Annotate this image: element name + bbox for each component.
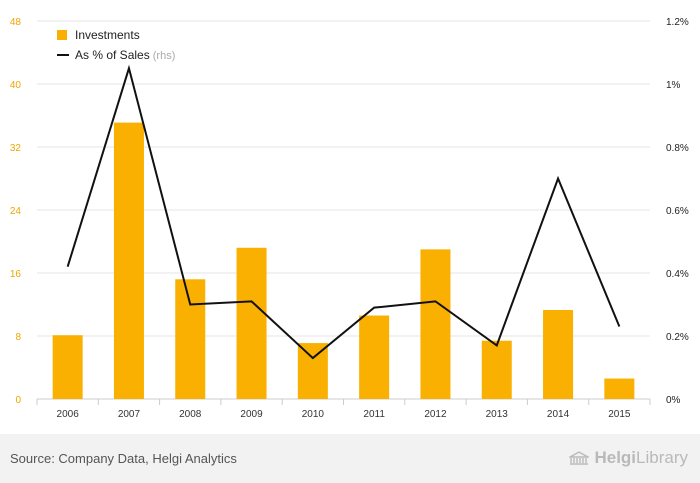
- bar: [175, 279, 206, 399]
- right-tick-label: 0.2%: [666, 332, 689, 343]
- bar: [236, 247, 267, 399]
- line-series-pct-sales: [66, 64, 621, 360]
- left-tick-label: 48: [10, 17, 22, 28]
- legend-label-investments: Investments: [75, 28, 140, 42]
- x-tick-label: 2008: [179, 409, 202, 420]
- series-line: [66, 64, 621, 360]
- brand-name-helgi: Helgi: [594, 448, 637, 467]
- right-tick-label: 1%: [666, 80, 681, 91]
- legend-swatch-investments: [57, 30, 67, 40]
- brand-logo: Helgi Library: [569, 448, 688, 468]
- library-building-icon: [569, 451, 590, 465]
- bar: [52, 335, 83, 399]
- left-tick-label: 0: [15, 395, 21, 406]
- left-tick-label: 8: [15, 332, 21, 343]
- bar: [481, 340, 512, 399]
- right-tick-label: 0.6%: [666, 206, 689, 217]
- chart: 0 8 16 24 32 40 48 0% 0.2% 0.4% 0.6% 0.8% 1% 1.2% 20…: [10, 17, 689, 420]
- bar: [113, 122, 144, 400]
- bar: [604, 378, 635, 399]
- brand-name-library: Library: [636, 448, 688, 467]
- x-tick-label: 2011: [363, 409, 385, 420]
- left-tick-label: 32: [10, 143, 22, 154]
- right-axis-ticks: 0% 0.2% 0.4% 0.6% 0.8% 1% 1.2%: [666, 17, 689, 406]
- right-tick-label: 0.4%: [666, 269, 689, 280]
- x-tick-label: 2015: [608, 409, 631, 420]
- x-tick-label: 2014: [547, 409, 570, 420]
- footer: Source: Company Data, Helgi Analytics He…: [0, 434, 700, 483]
- left-axis-ticks: 0 8 16 24 32 40 48: [10, 17, 22, 406]
- left-tick-label: 40: [10, 80, 22, 91]
- x-tick-label: 2009: [240, 409, 263, 420]
- bar: [420, 249, 451, 399]
- x-tick-label: 2010: [302, 409, 325, 420]
- bar-series-investments: [52, 122, 635, 400]
- bar: [359, 315, 390, 399]
- legend: Investments As % of Sales (rhs): [57, 28, 175, 62]
- right-tick-label: 1.2%: [666, 17, 689, 28]
- left-tick-label: 16: [10, 269, 22, 280]
- x-axis-ticks: 2006 2007 2008 2009 2010 2011 2012 2013 2014 2015: [57, 409, 631, 420]
- x-tick-label: 2007: [118, 409, 141, 420]
- source-note: Source: Company Data, Helgi Analytics: [10, 451, 237, 466]
- x-tick-label: 2006: [57, 409, 80, 420]
- bar: [297, 343, 328, 399]
- x-tick-label: 2012: [424, 409, 447, 420]
- bar: [543, 310, 574, 399]
- left-tick-label: 24: [10, 206, 22, 217]
- legend-label-pct-sales: As % of Sales (rhs): [75, 48, 175, 62]
- x-tick-label: 2013: [486, 409, 509, 420]
- legend-rhs-note: (rhs): [150, 50, 176, 62]
- right-tick-label: 0%: [666, 395, 681, 406]
- right-tick-label: 0.8%: [666, 143, 689, 154]
